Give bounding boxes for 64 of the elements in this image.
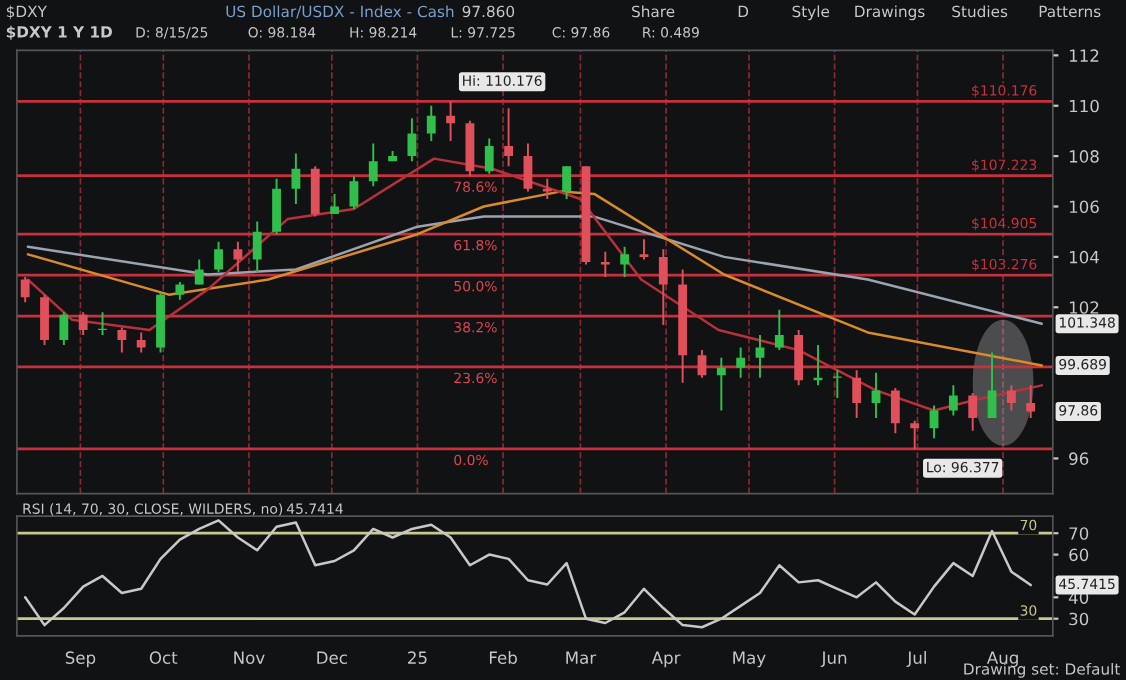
- x-tick-label: Jul: [906, 651, 926, 668]
- x-tick-label: 25: [408, 651, 427, 664]
- x-tick-label: Mar: [566, 651, 597, 664]
- candlestick: [214, 240, 223, 273]
- candlestick: [620, 245, 630, 279]
- candlestick: [1006, 384, 1016, 412]
- candlestick: [484, 137, 494, 175]
- candlestick: [465, 119, 475, 178]
- x-tick-label: Apr: [651, 651, 681, 668]
- candlestick: [562, 165, 572, 200]
- candlestick: [310, 165, 320, 218]
- candlestick: [523, 142, 533, 193]
- y-tick-label: 106: [1069, 200, 1099, 214]
- candlestick: [272, 177, 281, 236]
- x-tick-label: May: [733, 651, 766, 668]
- candlestick: [948, 384, 958, 417]
- line-series: [26, 215, 1044, 325]
- candlestick: [755, 334, 765, 379]
- candlestick: [871, 371, 881, 420]
- x-tick-label: Sep: [65, 651, 96, 668]
- candlestick: [349, 175, 359, 210]
- y-tick-label: 102: [1069, 301, 1099, 314]
- y-tick-label: 112: [1069, 49, 1099, 62]
- candlestick: [20, 276, 30, 304]
- y-tick-label: 104: [1069, 250, 1099, 264]
- candlestick: [368, 142, 378, 188]
- candlestick: [794, 328, 804, 387]
- candlestick: [233, 240, 243, 273]
- y-tick-label: 96: [1069, 452, 1089, 465]
- candlestick: [426, 104, 436, 142]
- candlestick: [697, 349, 707, 379]
- x-tick-label: Aug: [986, 651, 1018, 668]
- candlestick: [890, 386, 900, 435]
- x-tick-label: Feb: [489, 651, 517, 664]
- candlestick: [136, 331, 146, 354]
- x-tick-label: Oct: [149, 651, 178, 664]
- candlestick: [446, 100, 456, 142]
- candlestick: [407, 117, 417, 163]
- candlestick: [291, 152, 301, 205]
- candlestick: [252, 220, 262, 273]
- candlestick: [716, 356, 726, 412]
- candlestick: [852, 369, 862, 420]
- candlestick: [78, 311, 88, 336]
- candlestick: [504, 107, 514, 168]
- x-tick-label: Dec: [317, 651, 347, 664]
- candlestick: [1026, 384, 1036, 420]
- y-tick-label: 108: [1069, 150, 1099, 163]
- x-tick-label: Nov: [234, 651, 265, 664]
- candlestick: [59, 311, 69, 347]
- candlestick: [910, 419, 920, 450]
- y-tick-label: 110: [1069, 99, 1099, 113]
- candlestick: [658, 248, 668, 326]
- x-tick-label: Jun: [820, 651, 847, 668]
- y-tick-label: 30: [1069, 612, 1089, 626]
- y-tick-label: 60: [1069, 548, 1089, 562]
- candlestick: [736, 346, 746, 379]
- candlestick: [774, 308, 784, 352]
- candlestick: [194, 258, 204, 286]
- candlestick: [968, 391, 978, 432]
- y-tick-label: 70: [1069, 527, 1089, 540]
- candlestick: [639, 238, 649, 261]
- candlestick: [987, 351, 997, 420]
- candlestick: [40, 293, 49, 347]
- candlestick: [117, 326, 127, 354]
